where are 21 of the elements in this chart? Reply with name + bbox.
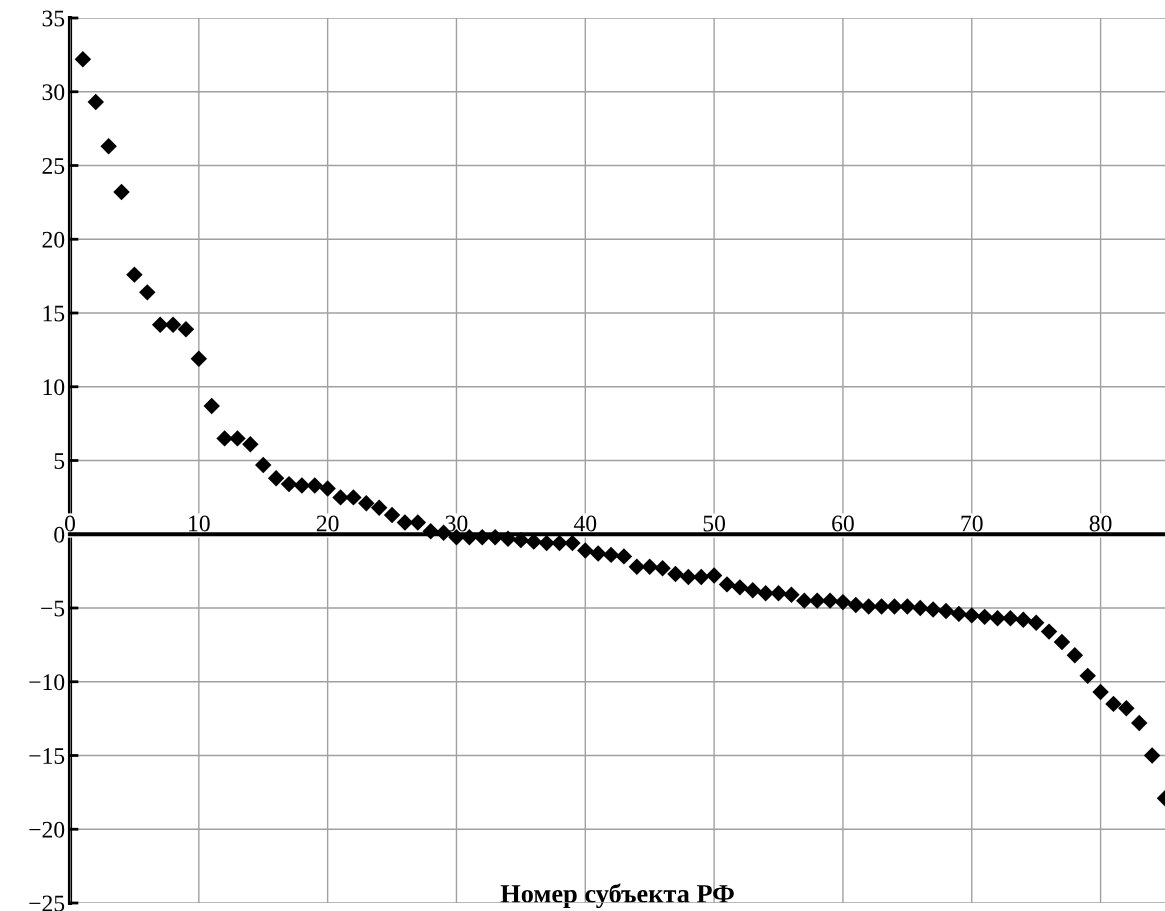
- y-tick-label: 25: [42, 158, 65, 174]
- y-tick-label: 10: [43, 379, 65, 396]
- x-tick-label: 10: [189, 515, 210, 532]
- y-tick-label: −10: [29, 674, 65, 691]
- y-tick-label: −5: [41, 600, 65, 617]
- x-tick-label: 70: [961, 515, 983, 532]
- x-tick-label: 40: [573, 515, 597, 532]
- y-tick-label: 20: [42, 231, 65, 248]
- x-tick-label: 20: [316, 515, 339, 532]
- x-tick-label: 60: [832, 515, 854, 532]
- y-tick-label: 15: [43, 305, 65, 322]
- y-tick-label: 0: [54, 526, 65, 543]
- y-tick-label: −15: [29, 748, 65, 764]
- x-tick-label: 50: [703, 515, 726, 532]
- x-tick-label: 80: [1089, 515, 1112, 532]
- x-axis-title: Номер субъекта РФ: [500, 883, 734, 909]
- y-tick-label: 5: [54, 453, 65, 469]
- y-tick-label: 35: [42, 10, 65, 27]
- y-tick-label: 30: [42, 84, 65, 101]
- y-tick-label: −25: [29, 895, 65, 911]
- y-tick-label: −20: [29, 821, 65, 838]
